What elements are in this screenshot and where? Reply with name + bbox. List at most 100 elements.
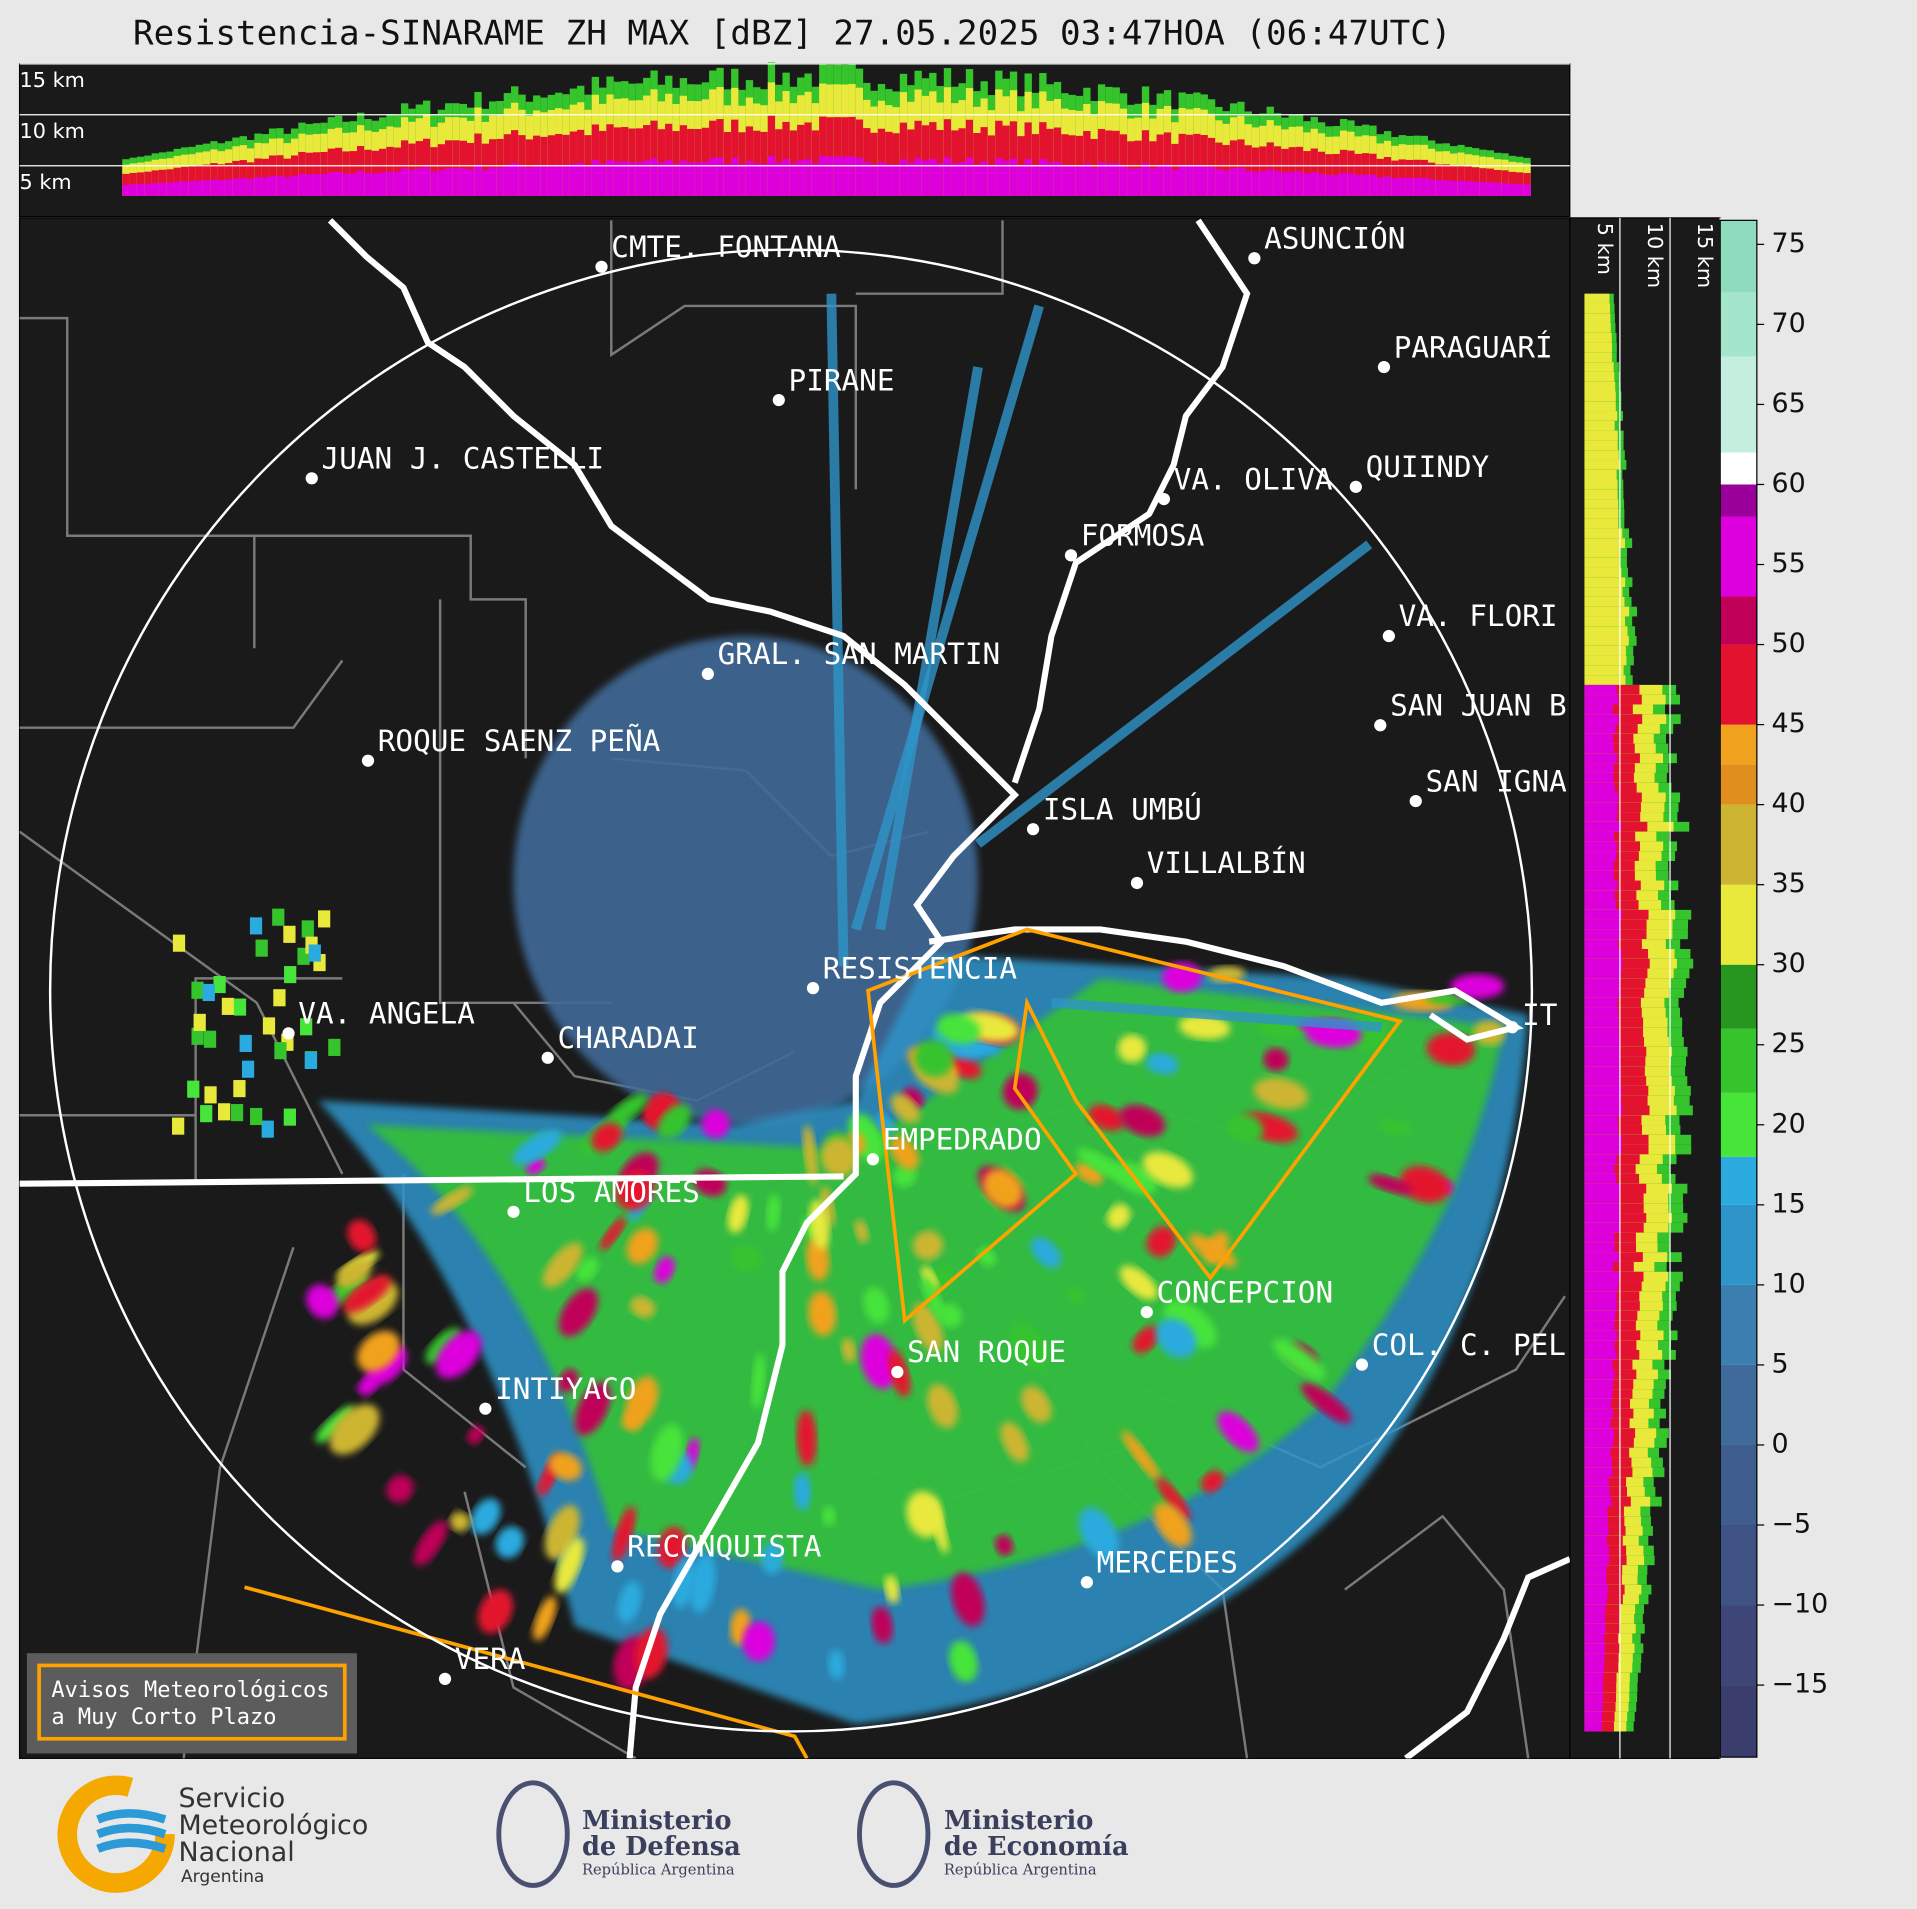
echo-row [1584, 1369, 1615, 1380]
echo-row [1584, 821, 1622, 832]
echo-column [775, 162, 783, 196]
echo-column [1369, 174, 1377, 196]
echo-column [1281, 172, 1289, 196]
echo-cell [796, 1410, 817, 1467]
echo-column [694, 162, 702, 196]
echo-column [378, 172, 387, 196]
echo-row [1584, 684, 1617, 695]
echo-column [452, 168, 460, 196]
echo-cell [654, 1256, 675, 1284]
echo-column [804, 159, 812, 196]
echo-row [1584, 939, 1618, 949]
echo-column [929, 158, 937, 196]
echo-row [1584, 1408, 1613, 1419]
echo-cell [1021, 1385, 1052, 1423]
city-dot [806, 982, 820, 995]
echo-row [1584, 596, 1625, 607]
echo-cell [1253, 1077, 1309, 1110]
echo-cell [1208, 966, 1246, 983]
echo-column [1222, 145, 1230, 196]
echo-column [1486, 182, 1494, 196]
echo-column [254, 177, 262, 196]
echo-row [1584, 489, 1618, 500]
echo-row [1584, 1516, 1608, 1527]
colorbar-tick-label: 55 [1772, 548, 1806, 579]
city-dots [282, 252, 1519, 1685]
echo-column [1200, 165, 1208, 196]
echo-row [1584, 391, 1616, 402]
colorbar-band [1720, 644, 1757, 725]
echo-cell [233, 1080, 246, 1098]
echo-column [1053, 161, 1062, 196]
coat-of-arms [857, 1780, 931, 1888]
echo-cell [1263, 1047, 1289, 1072]
echo-row [1584, 851, 1617, 861]
echo-cell [213, 975, 226, 994]
echo-row [1584, 675, 1626, 685]
city-label: SAN ROQUE [907, 1335, 1066, 1369]
echo-cell [512, 1129, 562, 1165]
echo-column [1009, 121, 1018, 196]
echo-column [870, 164, 878, 196]
echo-row [1584, 323, 1611, 333]
echo-column [129, 184, 137, 196]
echo-column [364, 172, 372, 196]
echo-column [415, 168, 424, 196]
echo-column [511, 163, 519, 196]
city-dot [1248, 252, 1261, 265]
echo-row [1584, 1653, 1605, 1663]
echo-cell [329, 1404, 380, 1455]
echo-column [1325, 175, 1333, 196]
echo-column [371, 173, 379, 196]
colorbar-tick-label: 65 [1772, 388, 1806, 419]
radar-echo [172, 293, 1529, 1725]
echo-column [474, 164, 482, 196]
echo-row [1584, 1027, 1619, 1038]
echo-spoke [826, 293, 849, 967]
echo-row [1584, 313, 1611, 324]
echo-column [1493, 182, 1502, 196]
echo-column [731, 157, 739, 196]
echo-row [1584, 1340, 1615, 1351]
echo-cell [863, 1287, 889, 1324]
colorbar-band [1720, 964, 1757, 1029]
echo-cell [982, 1168, 1023, 1209]
colorbar-band [1720, 1525, 1757, 1606]
echo-column [305, 174, 313, 196]
echo-row [1584, 518, 1619, 529]
echo-column [1413, 159, 1421, 196]
echo-column [1405, 177, 1414, 196]
echo-cell [626, 1228, 659, 1265]
echo-row [1584, 1389, 1613, 1399]
echo-row [1584, 1379, 1613, 1390]
echo-cell [318, 910, 331, 928]
colorbar-tick-label: 20 [1772, 1108, 1806, 1139]
colorbar-band [1720, 220, 1757, 293]
echo-row [1584, 371, 1615, 382]
echo-cell [1156, 1477, 1191, 1521]
echo-column [533, 165, 541, 196]
echo-column [591, 160, 600, 196]
city-label: SAN IGNA [1426, 764, 1568, 798]
echo-cell [820, 1137, 858, 1177]
echo-column [885, 163, 893, 196]
echo-row [1584, 303, 1610, 314]
echo-column [1105, 163, 1113, 196]
echo-cell [249, 917, 263, 935]
echo-column [1339, 172, 1348, 196]
echo-column [965, 157, 974, 196]
city-label: CMTE. FONTANA [611, 230, 841, 264]
city-dot [438, 1672, 452, 1685]
city-label: LOS AMORES [523, 1175, 700, 1209]
echo-cell [1227, 1113, 1264, 1142]
echo-column [555, 164, 563, 196]
colorbar-band [1720, 484, 1757, 517]
echo-column [1002, 160, 1010, 196]
echo-column [826, 156, 834, 196]
colorbar-tick-label: 40 [1772, 788, 1806, 819]
echo-clear-air [513, 636, 979, 1126]
echo-column [393, 171, 402, 196]
echo-row [1584, 1291, 1617, 1302]
colorbar-tick-label: 50 [1772, 628, 1806, 659]
echo-row [1584, 528, 1623, 539]
